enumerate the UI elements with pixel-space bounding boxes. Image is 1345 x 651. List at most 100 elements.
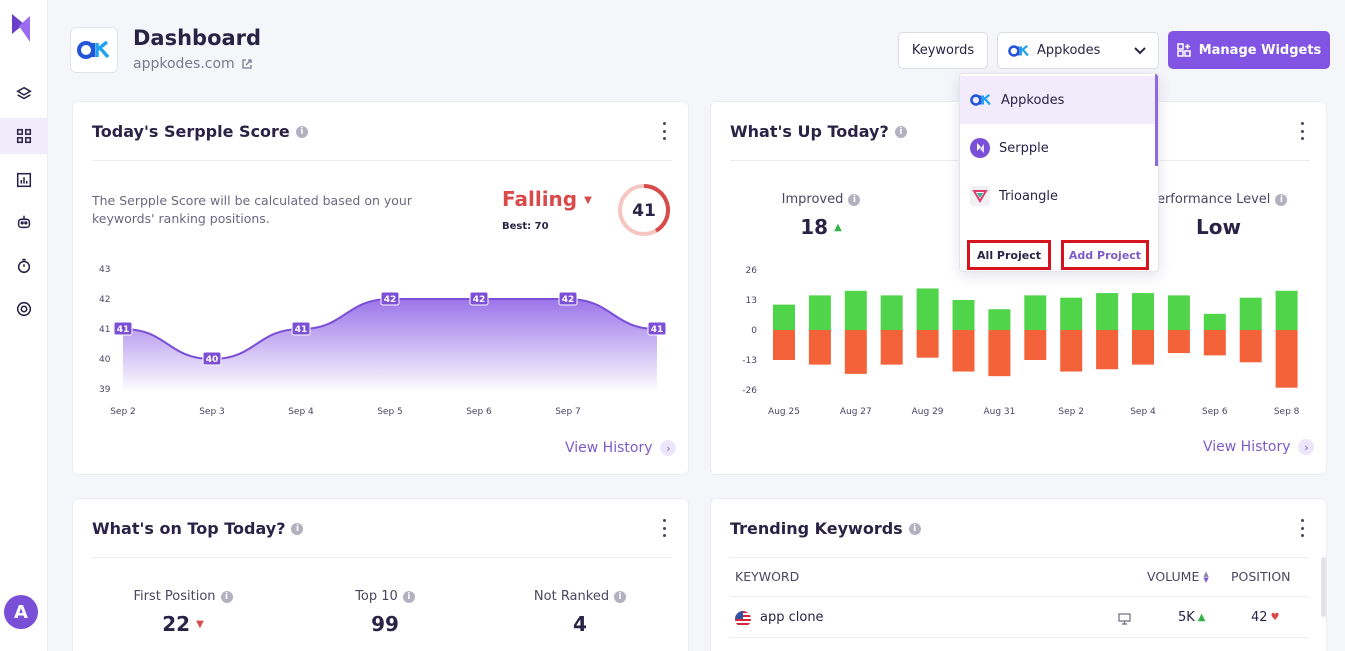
all-project-button[interactable]: All Project — [967, 240, 1051, 270]
x-tick-label: Sep 2 — [1058, 407, 1084, 417]
y-tick-label: -26 — [742, 386, 757, 396]
score-value: 41 — [632, 201, 656, 221]
serpple-logo — [970, 138, 990, 158]
trend-label: Falling — [502, 187, 578, 211]
appkodes-logo — [1008, 44, 1029, 57]
column-volume[interactable]: VOLUME ▲ ▼ — [1147, 569, 1209, 584]
info-icon[interactable]: i — [402, 590, 415, 603]
bar-positive — [1167, 295, 1190, 330]
appkodes-logo — [970, 94, 991, 106]
top10-stat: Top 10 i 99 — [320, 589, 450, 636]
keywords-button[interactable]: Keywords — [898, 32, 988, 69]
y-tick-label: 41 — [99, 325, 110, 335]
bar-positive — [1096, 293, 1119, 330]
x-tick-label: Sep 6 — [466, 407, 492, 417]
add-project-button[interactable]: Add Project — [1061, 240, 1149, 270]
serpple-score-title: Today's Serpple Score — [92, 122, 290, 141]
data-label-box — [558, 291, 578, 306]
stopwatch-icon[interactable] — [0, 248, 48, 284]
trending-title: Trending Keywords — [730, 519, 903, 538]
data-label: 42 — [562, 295, 575, 305]
chevron-right-icon: › — [1298, 439, 1315, 455]
info-icon[interactable]: i — [1275, 193, 1288, 206]
up-arrow-icon: ▲ — [834, 221, 842, 233]
data-label-box — [647, 321, 667, 336]
site-link[interactable]: appkodes.com — [133, 56, 253, 72]
y-tick-label: 13 — [746, 296, 757, 306]
data-label: 42 — [384, 295, 397, 305]
on-top-title-wrap: What's on Top Today? i — [92, 519, 304, 538]
page-title: Dashboard — [133, 26, 262, 50]
data-label: 41 — [295, 325, 308, 335]
best-score: Best: 70 — [502, 221, 549, 232]
bar-positive — [773, 304, 795, 330]
manage-widgets-button[interactable]: Manage Widgets — [1168, 31, 1330, 69]
bar-positive — [1060, 297, 1083, 330]
info-icon[interactable]: i — [295, 125, 308, 138]
data-label-box — [380, 291, 400, 306]
more-options-icon[interactable] — [661, 122, 667, 140]
keyword-cell[interactable]: app clone — [760, 610, 824, 625]
dropdown-item-label: Appkodes — [1001, 92, 1065, 108]
sort-icon[interactable]: ▲ ▼ — [1203, 569, 1209, 584]
view-history-link[interactable]: View History › — [565, 440, 677, 456]
table-row[interactable]: app clone 5K ▲ 42 ♥ — [730, 599, 1308, 637]
serpple-logo[interactable] — [10, 12, 32, 46]
table-scrollbar[interactable] — [1321, 557, 1326, 617]
site-url[interactable]: appkodes.com — [133, 56, 235, 72]
more-options-icon[interactable] — [1299, 122, 1305, 140]
trend-down-icon: ▼ — [584, 195, 592, 206]
info-icon[interactable]: i — [291, 522, 304, 535]
y-tick-label: 39 — [99, 385, 111, 395]
dropdown-item-trioangle[interactable]: Trioangle — [960, 172, 1156, 220]
info-icon[interactable]: i — [220, 590, 233, 603]
robot-icon[interactable] — [0, 204, 48, 240]
dropdown-scrollbar[interactable] — [1155, 74, 1158, 166]
more-options-icon[interactable] — [1299, 519, 1305, 537]
bar-positive — [1132, 293, 1154, 330]
project-logo — [70, 27, 118, 73]
column-position[interactable]: POSITION — [1231, 569, 1291, 584]
column-keyword[interactable]: KEYWORD — [735, 569, 800, 584]
x-tick-label: Sep 2 — [110, 407, 136, 417]
view-history-link[interactable]: View History › — [1203, 439, 1315, 455]
chevron-down-icon — [1134, 46, 1146, 54]
layers-icon[interactable] — [0, 76, 48, 112]
dashboard-icon[interactable] — [0, 118, 48, 154]
x-tick-label: Sep 8 — [1274, 407, 1300, 417]
bar-positive — [1239, 297, 1262, 330]
us-flag-icon — [735, 611, 751, 627]
x-tick-label: Aug 29 — [912, 407, 944, 417]
position-cell: 42 ♥ — [1251, 610, 1280, 625]
score-area — [123, 299, 657, 389]
bar-negative — [844, 330, 867, 374]
dropdown-item-serpple[interactable]: Serpple — [960, 124, 1156, 172]
dropdown-item-appkodes[interactable]: Appkodes — [960, 76, 1156, 124]
bar-positive — [844, 290, 867, 330]
trending-keywords-card: Trending Keywords i KEYWORD VOLUME ▲ ▼ PO… — [710, 498, 1327, 651]
avatar[interactable]: A — [4, 595, 38, 629]
data-label: 40 — [206, 355, 219, 365]
external-link-icon[interactable] — [241, 58, 253, 70]
data-label-box — [113, 321, 133, 336]
performance-value: Low — [1196, 215, 1241, 239]
whats-up-title-wrap: What's Up Today? i — [730, 122, 907, 141]
bar-negative — [916, 330, 939, 358]
more-options-icon[interactable] — [661, 519, 667, 537]
info-icon[interactable]: i — [908, 522, 921, 535]
trending-title-wrap: Trending Keywords i — [730, 519, 921, 538]
bar-negative — [988, 330, 1011, 377]
not-ranked-stat: Not Ranked i 4 — [515, 589, 645, 636]
info-icon[interactable]: i — [894, 125, 907, 138]
bar-negative — [1275, 330, 1298, 388]
first-position-value: 22 — [162, 612, 191, 636]
y-tick-label: 42 — [99, 295, 110, 305]
settings-icon[interactable] — [0, 291, 48, 327]
dropdown-item-label: Serpple — [999, 140, 1049, 156]
improved-label: Improved — [781, 192, 844, 207]
info-icon[interactable]: i — [614, 590, 627, 603]
y-tick-label: 0 — [751, 326, 757, 336]
project-select[interactable]: Appkodes — [997, 32, 1159, 69]
info-icon[interactable]: i — [848, 193, 861, 206]
chart-icon[interactable] — [0, 162, 48, 198]
